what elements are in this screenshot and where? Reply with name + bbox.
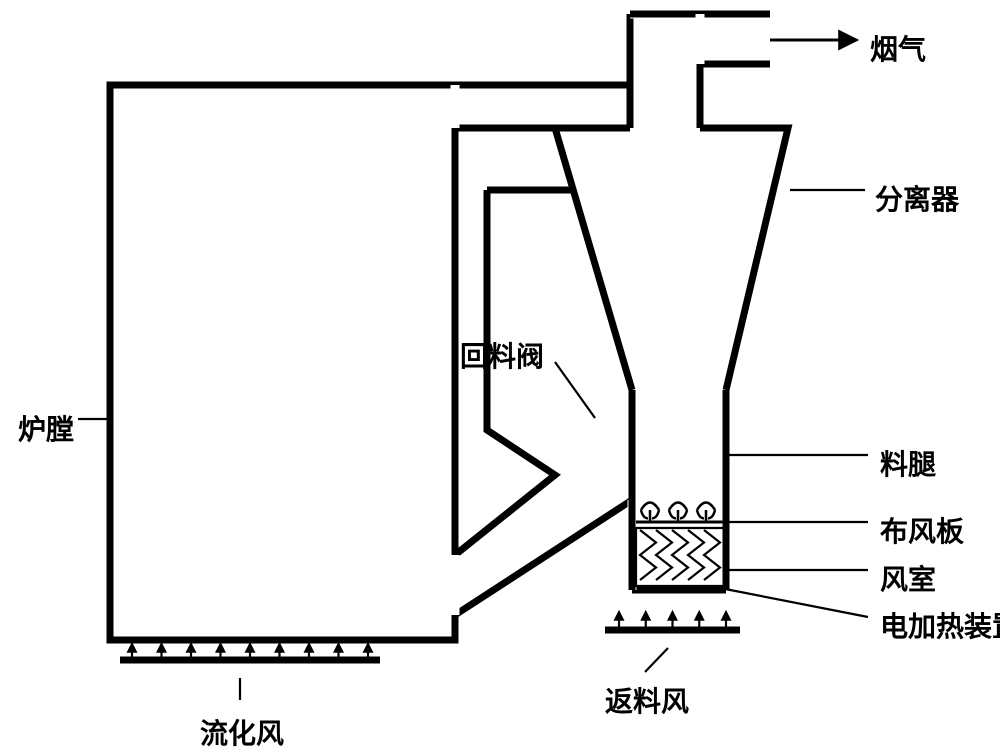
label-dipleg: 料腿 [880,443,936,483]
separator-left [555,128,632,390]
leader-return_air [645,648,668,672]
leader-heater [720,588,868,617]
label-furnace: 炉膛 [18,408,74,448]
label-return-air: 返料风 [605,680,689,720]
leader-return_valve [555,362,595,418]
furnace-body [110,85,455,640]
label-flue-gas: 烟气 [870,28,926,68]
separator-right [700,128,788,390]
label-windbox: 风室 [880,558,936,598]
nozzle-2 [697,503,715,523]
nozzle-0 [641,503,659,523]
heater-zigzag [640,530,720,580]
label-separator: 分离器 [875,178,959,218]
nozzle-1 [669,503,687,523]
label-return-valve: 回料阀 [460,335,544,375]
label-heater: 电加热装置 [880,605,1000,645]
loopseal-outer-bottom [455,500,632,615]
label-distributor: 布风板 [880,510,964,550]
label-fluid-air: 流化风 [200,712,284,752]
